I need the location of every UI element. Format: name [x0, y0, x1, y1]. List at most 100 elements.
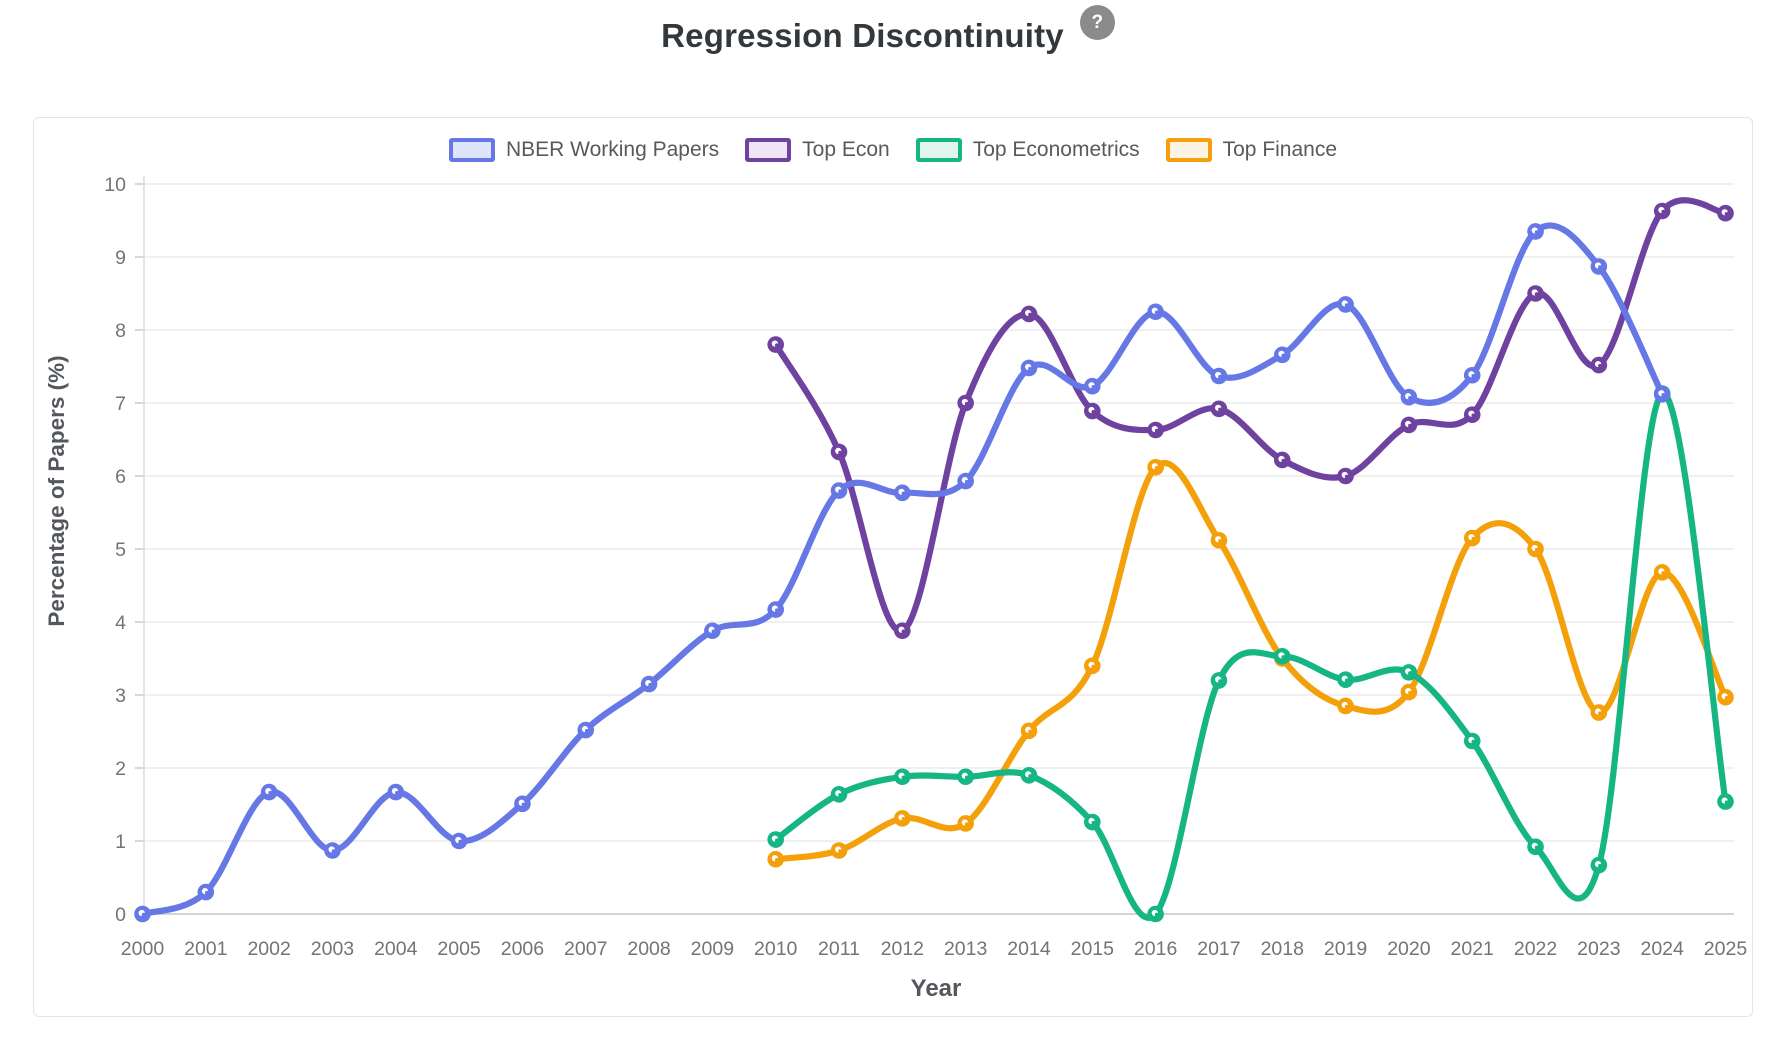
data-point-marker-crescent [141, 912, 146, 917]
data-point-marker-crescent [964, 401, 969, 406]
x-tick-label: 2019 [1324, 938, 1367, 960]
data-point-marker-crescent [1281, 353, 1286, 358]
data-point-marker-crescent [1218, 374, 1222, 379]
legend-item-top-finance[interactable]: Top Finance [1165, 138, 1337, 162]
data-point-marker-crescent [1344, 704, 1349, 709]
series-top-econ [767, 197, 1734, 640]
y-tick-label: 8 [115, 320, 126, 342]
data-point-marker-crescent [1598, 265, 1602, 270]
y-tick-label: 2 [115, 758, 126, 780]
data-point-marker-crescent [1154, 912, 1159, 917]
legend-item-top-econometrics[interactable]: Top Econometrics [915, 138, 1140, 162]
x-tick-label: 2004 [374, 938, 418, 960]
legend-swatch-icon [915, 138, 962, 162]
x-tick-label: 2025 [1704, 938, 1748, 960]
data-point-marker-crescent [394, 790, 399, 795]
data-point-marker-crescent [838, 849, 843, 854]
data-point-marker-crescent [1028, 774, 1032, 778]
help-icon[interactable]: ? [1079, 5, 1115, 40]
data-point-marker-crescent [711, 629, 716, 634]
data-point-marker-crescent [964, 822, 969, 827]
series-line [772, 197, 1729, 634]
data-point-marker-crescent [1091, 385, 1096, 389]
data-point-marker-crescent [1661, 209, 1666, 214]
legend-label: NBER Working Papers [505, 138, 720, 161]
chart-card: NBER Working Papers Top Econ Top Econometr… [33, 117, 1753, 1017]
legend-swatch-icon [745, 138, 792, 162]
x-tick-label: 2007 [564, 938, 607, 960]
data-point-marker-crescent [1724, 800, 1729, 805]
data-point-marker-crescent [1028, 312, 1032, 317]
data-point-marker-crescent [268, 790, 273, 795]
x-tick-label: 2001 [184, 938, 227, 960]
y-axis-title: Percentage of Papers (%) [44, 355, 69, 626]
data-point-marker-crescent [1218, 407, 1222, 412]
data-point-marker-crescent [774, 608, 779, 613]
legend-label: Top Econometrics [972, 138, 1140, 161]
data-point-marker-crescent [331, 849, 336, 854]
x-tick-label: 2022 [1514, 938, 1557, 960]
data-point-marker-crescent [584, 728, 589, 733]
data-point-marker-crescent [901, 491, 906, 496]
data-point-marker-crescent [1218, 679, 1222, 683]
data-point-marker-crescent [1281, 655, 1286, 659]
series-top-finance [767, 458, 1734, 868]
chart-svg: 0 1 2 3 4 5 6 7 8 9 10 2000 2001 2002 2003 2004 2005 2006… [44, 174, 1748, 1002]
series-line [772, 460, 1729, 863]
y-tick-label: 1 [115, 831, 126, 853]
x-tick-label: 2000 [121, 938, 165, 960]
data-point-marker-crescent [1724, 695, 1729, 700]
data-point-marker-crescent [1028, 366, 1032, 371]
data-point-marker-crescent [1281, 458, 1286, 463]
data-point-marker-crescent [1534, 230, 1539, 235]
y-tick-label: 0 [115, 904, 126, 926]
series-nber-working-papers [134, 222, 1671, 923]
data-point-marker-crescent [1534, 292, 1539, 297]
y-tick-label: 9 [115, 247, 126, 269]
series-top-econometrics [767, 385, 1734, 923]
x-tick-label: 2009 [691, 938, 734, 960]
data-point-marker-crescent [205, 890, 209, 895]
data-point-marker-crescent [838, 793, 843, 797]
x-tick-label: 2011 [818, 938, 860, 960]
data-point-marker-crescent [1471, 739, 1476, 744]
data-point-marker-crescent [1154, 466, 1159, 470]
data-point-marker-crescent [1408, 395, 1412, 400]
data-point-marker-crescent [521, 802, 526, 807]
data-point-marker-crescent [1344, 678, 1349, 683]
x-tick-label: 2010 [754, 938, 798, 960]
x-tick-label: 2018 [1261, 938, 1304, 960]
x-tick-label: 2006 [501, 938, 544, 960]
data-point-marker-crescent [774, 858, 779, 862]
y-tick-label: 10 [104, 174, 126, 196]
data-point-marker-crescent [1471, 536, 1476, 541]
data-point-marker-crescent [774, 838, 779, 843]
x-tick-label: 2020 [1387, 938, 1431, 960]
data-point-marker-crescent [1408, 690, 1412, 695]
data-point-marker-crescent [1408, 423, 1412, 428]
y-tick-label: 7 [115, 393, 126, 415]
data-point-marker-crescent [901, 775, 906, 780]
page-header: Regression Discontinuity ? [0, 5, 1776, 56]
x-tick-label: 2003 [311, 938, 354, 960]
data-point-marker-crescent [901, 817, 906, 821]
data-point-marker-crescent [1534, 845, 1539, 850]
data-point-marker-crescent [838, 489, 843, 494]
x-tick-label: 2005 [437, 938, 481, 960]
x-tick-label: 2024 [1640, 938, 1684, 960]
legend-item-top-econ[interactable]: Top Econ [745, 138, 890, 162]
data-point-marker-crescent [1471, 374, 1476, 378]
data-point-marker-crescent [1598, 863, 1602, 868]
data-point-marker-crescent [1091, 409, 1096, 414]
y-tick-label: 4 [115, 612, 126, 634]
data-point-marker-crescent [458, 839, 463, 844]
data-point-marker-crescent [1408, 671, 1412, 675]
chart-legend: NBER Working Papers Top Econ Top Econometr… [34, 138, 1752, 162]
data-point-marker-crescent [1154, 310, 1159, 315]
data-point-marker-crescent [1534, 547, 1539, 552]
legend-item-nber-working-papers[interactable]: NBER Working Papers [448, 138, 720, 162]
legend-label: Top Econ [802, 138, 890, 161]
x-tick-label: 2013 [944, 938, 987, 960]
data-point-marker-crescent [838, 450, 843, 455]
data-point-marker-crescent [1344, 303, 1349, 308]
